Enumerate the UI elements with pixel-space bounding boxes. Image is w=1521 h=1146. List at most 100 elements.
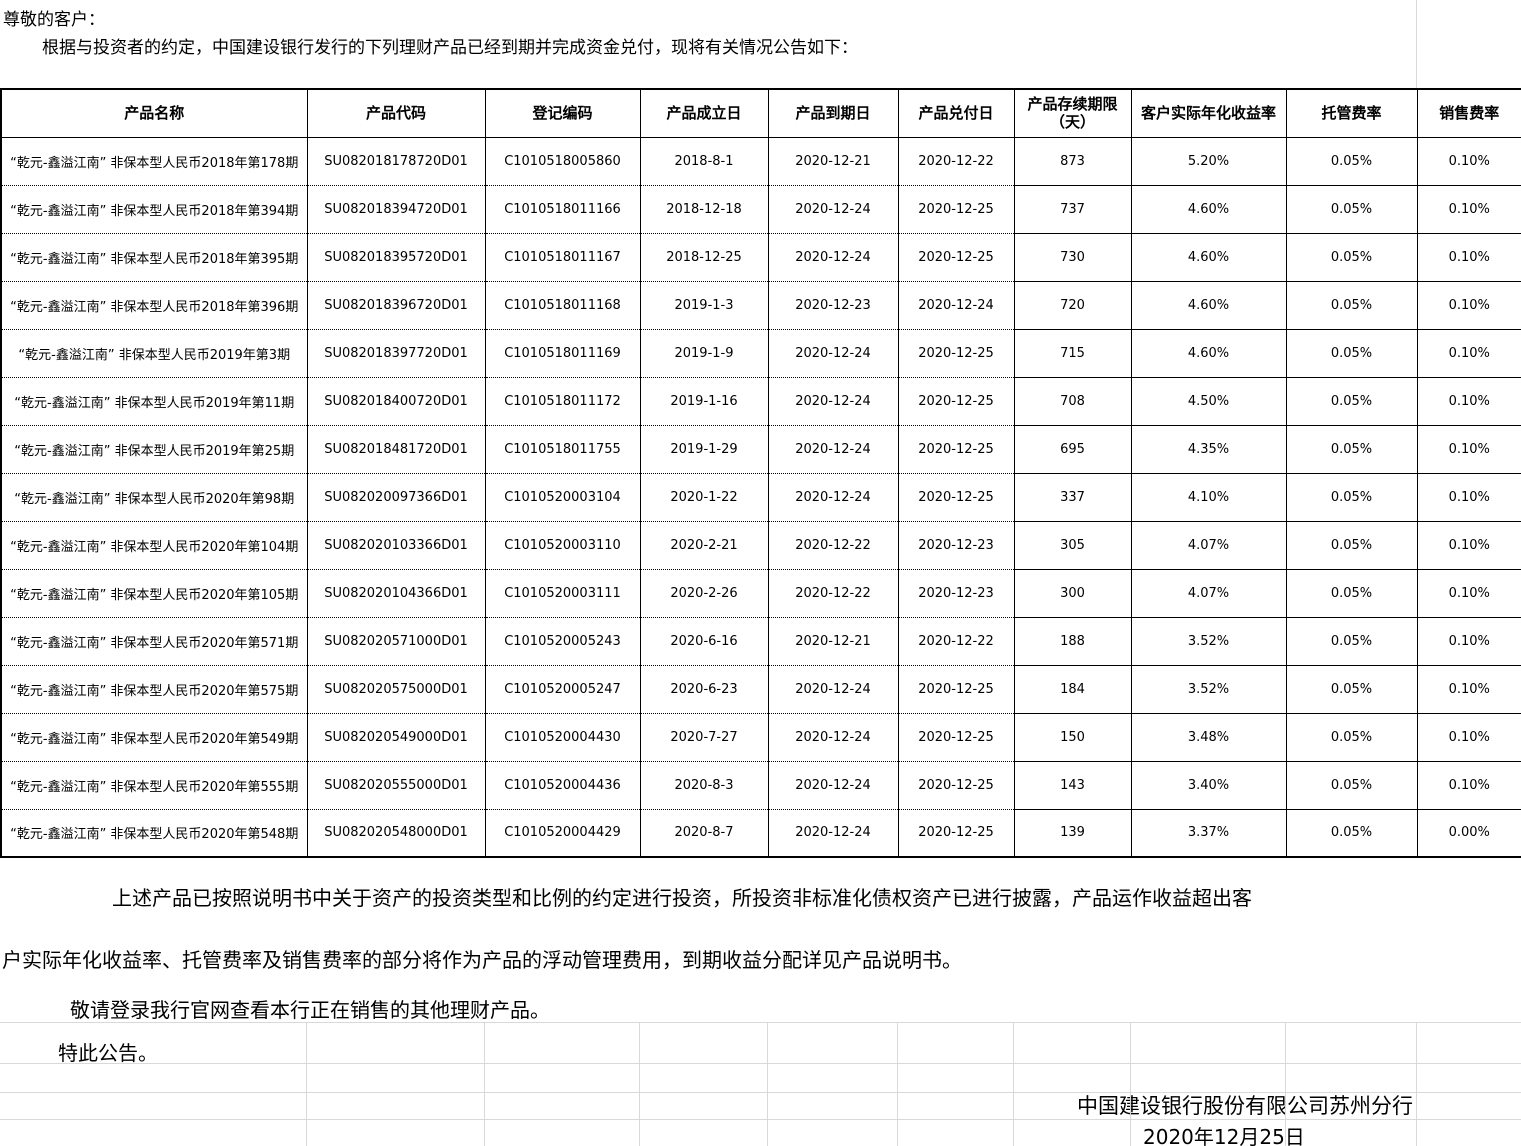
table-cell: 139: [1013, 808, 1131, 857]
table-row: “乾元-鑫溢江南” 非保本型人民币2020年第548期 SU08202054800…: [1, 808, 1521, 857]
gridline: [897, 1022, 898, 1146]
table-row: “乾元-鑫溢江南” 非保本型人民币2020年第104期 SU08202010336…: [1, 520, 1521, 569]
table-cell: 2020-12-25: [897, 424, 1014, 473]
column-header: 产品兑付日: [897, 89, 1014, 138]
gridline: [484, 1022, 485, 1146]
table-cell: 0.05%: [1285, 424, 1417, 473]
products-table: 产品名称 产品代码 登记编码 产品成立日 产品到期日 产品兑付日 产品存续期限（天） 客户实际…: [0, 88, 1521, 858]
table-cell: SU082020571000D01: [306, 616, 485, 665]
table-cell: C1010518011172: [484, 376, 640, 425]
table-cell: “乾元-鑫溢江南” 非保本型人民币2018年第394期: [1, 184, 307, 233]
note-closing: 特此公告。: [58, 1041, 158, 1065]
table-cell: 2020-12-25: [897, 328, 1014, 377]
table-cell: 0.10%: [1416, 137, 1521, 185]
table-cell: 0.05%: [1285, 616, 1417, 665]
table-cell: 2020-12-25: [897, 808, 1014, 857]
table-cell: 715: [1013, 328, 1131, 377]
table-cell: 4.60%: [1130, 328, 1286, 377]
table-cell: 2020-12-25: [897, 712, 1014, 761]
table-cell: 3.40%: [1130, 760, 1286, 809]
table-cell: C1010520003104: [484, 472, 640, 521]
table-cell: 0.05%: [1285, 760, 1417, 809]
table-cell: 0.10%: [1416, 280, 1521, 329]
note-paragraph-line1: 上述产品已按照说明书中关于资产的投资类型和比例的约定进行投资，所投资非标准化债权…: [112, 886, 1252, 910]
table-cell: SU082018481720D01: [306, 424, 485, 473]
table-cell: “乾元-鑫溢江南” 非保本型人民币2020年第548期: [1, 808, 307, 857]
table-cell: 0.05%: [1285, 712, 1417, 761]
table-cell: 2020-2-26: [639, 568, 768, 617]
table-cell: 184: [1013, 664, 1131, 713]
table-cell: C1010518005860: [484, 137, 640, 185]
table-cell: 0.10%: [1416, 712, 1521, 761]
column-header: 产品到期日: [767, 89, 898, 138]
intro-sentence: 根据与投资者的约定，中国建设银行发行的下列理财产品已经到期并完成资金兑付，现将有…: [42, 38, 858, 58]
table-cell: C1010520004430: [484, 712, 640, 761]
table-cell: 0.05%: [1285, 664, 1417, 713]
table-row: “乾元-鑫溢江南” 非保本型人民币2019年第3期 SU082018397720D…: [1, 328, 1521, 377]
table-cell: 2020-12-24: [767, 472, 898, 521]
table-cell: 2020-12-21: [767, 616, 898, 665]
gridline: [767, 1022, 768, 1146]
table-cell: 0.05%: [1285, 184, 1417, 233]
table-cell: C1010520005243: [484, 616, 640, 665]
table-cell: 4.60%: [1130, 232, 1286, 281]
table-cell: SU082020549000D01: [306, 712, 485, 761]
table-cell: 3.52%: [1130, 664, 1286, 713]
table-cell: “乾元-鑫溢江南” 非保本型人民币2020年第549期: [1, 712, 307, 761]
gridline: [1013, 1022, 1014, 1146]
table-cell: 2020-12-24: [767, 184, 898, 233]
table-cell: C1010518011755: [484, 424, 640, 473]
column-header: 产品代码: [306, 89, 485, 138]
table-cell: 2020-12-25: [897, 472, 1014, 521]
table-cell: 0.05%: [1285, 520, 1417, 569]
table-cell: 2020-12-25: [897, 232, 1014, 281]
table-cell: SU082020104366D01: [306, 568, 485, 617]
table-cell: “乾元-鑫溢江南” 非保本型人民币2020年第105期: [1, 568, 307, 617]
table-cell: 0.05%: [1285, 568, 1417, 617]
gridline: [0, 1092, 1521, 1093]
table-cell: 2020-1-22: [639, 472, 768, 521]
table-cell: 143: [1013, 760, 1131, 809]
table-cell: 0.05%: [1285, 376, 1417, 425]
table-row: “乾元-鑫溢江南” 非保本型人民币2020年第575期 SU08202057500…: [1, 664, 1521, 713]
products-table-body: “乾元-鑫溢江南” 非保本型人民币2018年第178期 SU08201817872…: [1, 137, 1521, 857]
table-cell: 0.10%: [1416, 232, 1521, 281]
table-cell: 0.05%: [1285, 137, 1417, 185]
table-cell: 4.60%: [1130, 280, 1286, 329]
table-cell: 2018-8-1: [639, 137, 768, 185]
table-cell: 2020-12-24: [767, 664, 898, 713]
gridline: [0, 1119, 1521, 1120]
table-cell: 2020-12-22: [767, 568, 898, 617]
column-header: 产品名称: [1, 89, 307, 138]
table-cell: 2020-12-23: [897, 568, 1014, 617]
table-cell: 2020-12-24: [767, 328, 898, 377]
note-paragraph-line2: 户实际年化收益率、托管费率及销售费率的部分将作为产品的浮动管理费用，到期收益分配…: [2, 948, 962, 972]
table-cell: 150: [1013, 712, 1131, 761]
table-header-row: 产品名称 产品代码 登记编码 产品成立日 产品到期日 产品兑付日 产品存续期限（天） 客户实际…: [1, 89, 1521, 138]
table-cell: C1010520005247: [484, 664, 640, 713]
table-row: “乾元-鑫溢江南” 非保本型人民币2018年第394期 SU08201839472…: [1, 184, 1521, 233]
table-cell: 2020-12-25: [897, 376, 1014, 425]
table-cell: 0.00%: [1416, 808, 1521, 857]
table-cell: 2020-6-23: [639, 664, 768, 713]
table-cell: 0.10%: [1416, 520, 1521, 569]
table-cell: 0.10%: [1416, 760, 1521, 809]
table-cell: 0.10%: [1416, 328, 1521, 377]
table-cell: C1010518011169: [484, 328, 640, 377]
table-row: “乾元-鑫溢江南” 非保本型人民币2019年第25期 SU082018481720…: [1, 424, 1521, 473]
table-row: “乾元-鑫溢江南” 非保本型人民币2020年第98期 SU082020097366…: [1, 472, 1521, 521]
table-cell: C1010520004429: [484, 808, 640, 857]
column-header: 登记编码: [484, 89, 640, 138]
gridline: [1416, 0, 1417, 88]
table-cell: “乾元-鑫溢江南” 非保本型人民币2018年第178期: [10, 155, 299, 171]
table-cell: “乾元-鑫溢江南” 非保本型人民币2018年第396期: [1, 280, 307, 329]
table-cell: 2019-1-16: [639, 376, 768, 425]
table-cell: 2020-12-22: [767, 520, 898, 569]
gridline: [0, 1022, 1521, 1023]
table-row: “乾元-鑫溢江南” 非保本型人民币2018年第178期 SU08201817872…: [1, 137, 1521, 185]
table-cell: SU082020103366D01: [306, 520, 485, 569]
table-cell: 2020-12-24: [767, 808, 898, 857]
table-cell: 5.20%: [1130, 137, 1286, 185]
table-cell: 2020-12-24: [767, 232, 898, 281]
table-cell: 2018-12-18: [639, 184, 768, 233]
